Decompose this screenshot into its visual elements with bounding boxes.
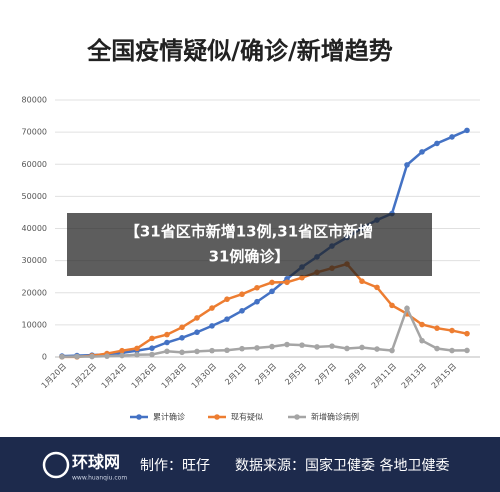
legend-marker — [294, 414, 300, 420]
data-point — [179, 324, 185, 331]
legend-label: 新增确诊病例 — [311, 412, 359, 422]
overlay-caption: 【31省区市新增13例,31省区市新增 — [125, 223, 373, 241]
data-point — [224, 316, 230, 322]
data-point — [329, 343, 335, 349]
data-point — [359, 344, 365, 351]
data-point — [434, 325, 440, 331]
legend-label: 现有疑似 — [231, 412, 263, 422]
data-point — [389, 347, 395, 354]
series-line — [61, 129, 468, 358]
chart-title: 全国疫情疑似/确诊/新增趋势 — [86, 37, 393, 65]
footer-bar — [0, 437, 500, 492]
data-point — [419, 149, 425, 155]
data-point — [119, 347, 125, 354]
y-tick-label: 50000 — [22, 192, 47, 201]
data-point — [254, 284, 260, 291]
series-line — [61, 262, 468, 359]
data-point — [419, 321, 425, 328]
legend-marker — [136, 414, 142, 420]
footer-author: 制作：旺仔 — [140, 458, 210, 474]
y-tick-label: 10000 — [22, 320, 47, 329]
data-point — [464, 127, 470, 134]
data-point — [299, 274, 305, 281]
data-point — [179, 335, 185, 341]
data-point — [284, 279, 290, 286]
data-point — [269, 279, 275, 286]
data-point — [449, 347, 455, 354]
data-point — [59, 353, 65, 360]
data-point — [194, 315, 200, 321]
legend-label: 累计确诊 — [153, 412, 185, 422]
data-point — [89, 353, 95, 360]
logo: 环球网 — [72, 453, 120, 472]
data-point — [434, 140, 440, 147]
data-point — [149, 345, 155, 351]
y-tick-label: 30000 — [22, 256, 47, 265]
data-point — [299, 342, 305, 348]
y-tick-label: 0 — [42, 353, 47, 362]
data-point — [344, 345, 350, 352]
data-point — [464, 347, 470, 354]
data-point — [119, 352, 125, 359]
data-point — [224, 296, 230, 303]
data-point — [149, 351, 155, 358]
series-line — [61, 305, 468, 359]
data-point — [194, 348, 200, 355]
footer-source: 数据来源：国家卫健委 各地卫健委 — [235, 457, 449, 474]
data-point — [419, 337, 425, 344]
data-point — [239, 308, 245, 314]
data-point — [389, 302, 395, 309]
data-point — [404, 162, 410, 168]
data-point — [254, 298, 260, 305]
data-point — [194, 329, 200, 336]
overlay-caption: 31例确诊】 — [209, 248, 290, 266]
y-tick-label: 40000 — [22, 224, 47, 233]
data-point — [314, 344, 320, 350]
data-point — [224, 347, 230, 354]
data-point — [104, 353, 110, 359]
data-point — [134, 345, 140, 352]
data-point — [134, 351, 140, 358]
data-point — [374, 284, 380, 291]
y-tick-label: 20000 — [22, 288, 47, 297]
data-point — [164, 331, 170, 338]
data-point — [74, 353, 80, 360]
data-point — [179, 349, 185, 356]
data-point — [239, 291, 245, 298]
data-point — [209, 305, 215, 311]
data-point — [164, 339, 170, 346]
data-point — [449, 134, 455, 140]
legend-marker — [214, 414, 220, 420]
data-point — [269, 288, 275, 295]
data-point — [359, 278, 365, 285]
overlay-box — [67, 213, 432, 276]
data-point — [254, 345, 260, 351]
data-point — [404, 305, 410, 312]
data-point — [434, 345, 440, 352]
y-tick-label: 60000 — [22, 160, 47, 169]
data-point — [149, 335, 155, 342]
data-point — [374, 346, 380, 352]
data-point — [239, 345, 245, 352]
logo-url: www.huanqiu.com — [72, 475, 127, 482]
y-tick-label: 80000 — [22, 96, 47, 105]
y-tick-label: 70000 — [22, 128, 47, 137]
data-point — [464, 330, 470, 337]
logo-icon — [42, 451, 70, 479]
data-point — [209, 347, 215, 354]
data-point — [209, 323, 215, 329]
data-point — [164, 348, 170, 355]
data-point — [284, 341, 290, 348]
data-point — [269, 343, 275, 350]
data-point — [449, 327, 455, 334]
